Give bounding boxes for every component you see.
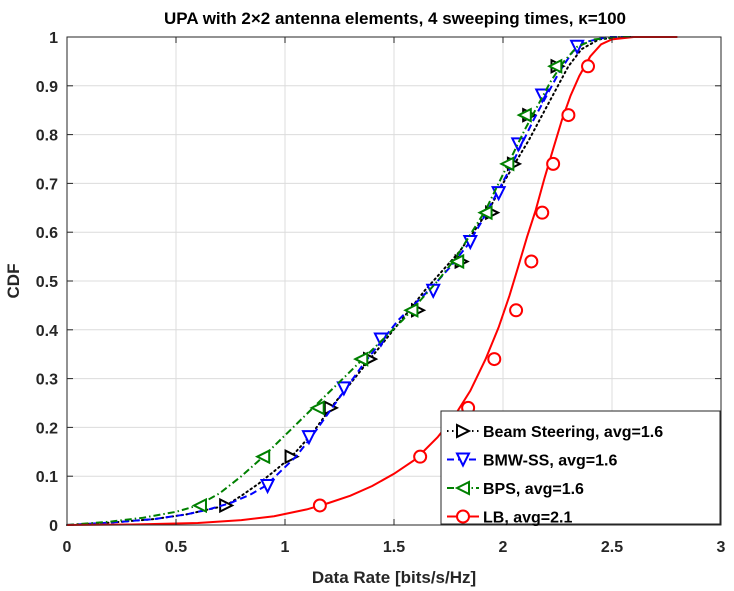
- y-tick-label: 0.8: [36, 128, 58, 145]
- series-line: [66, 36, 678, 526]
- series-marker: [403, 302, 419, 318]
- series-marker: [509, 303, 524, 318]
- series-marker: [561, 108, 576, 123]
- series-line: [66, 36, 634, 526]
- series-marker: [353, 351, 369, 367]
- y-tick-label: 0.1: [36, 469, 58, 486]
- legend-label: BPS, avg=1.6: [483, 481, 584, 498]
- y-tick-label: 0.4: [36, 323, 58, 340]
- series-marker: [309, 400, 325, 416]
- series-3: [66, 36, 645, 526]
- series-marker: [487, 352, 502, 367]
- ticks: 0 0.5 1 1.5 2 2.5 3 0 0.1 0.2 0.3 0.4 0.5 0.6 0.7 0.8 0.…: [36, 30, 726, 556]
- series-marker: [259, 478, 276, 495]
- legend-marker: [454, 480, 470, 496]
- legend-entry: BPS, avg=1.6: [447, 480, 584, 498]
- series-marker: [547, 58, 563, 74]
- x-tick-label: 1: [281, 539, 290, 556]
- series-marker: [477, 205, 493, 221]
- legend-entry: LB, avg=2.1: [447, 509, 572, 527]
- series-marker: [413, 449, 428, 464]
- series-marker: [524, 254, 539, 269]
- legend-label: Beam Steering, avg=1.6: [483, 424, 663, 441]
- series-marker: [191, 497, 207, 514]
- series-marker: [336, 381, 352, 397]
- x-tick-label: 3: [717, 539, 726, 556]
- y-tick-label: 0: [49, 518, 58, 535]
- y-axis-label: CDF: [4, 264, 23, 299]
- x-tick-label: 2.5: [601, 539, 623, 556]
- legend-marker: [456, 423, 472, 439]
- legend-marker: [456, 509, 470, 524]
- series-layer: [66, 36, 678, 526]
- chart-title: UPA with 2×2 antenna elements, 4 sweepin…: [164, 9, 626, 28]
- series-marker: [448, 253, 465, 270]
- legend-entry: BMW-SS, avg=1.6: [447, 452, 617, 470]
- legend-marker: [455, 452, 471, 468]
- series-marker: [301, 430, 317, 446]
- y-tick-label: 0.5: [36, 274, 58, 291]
- legend: Beam Steering, avg=1.6 BMW-SS, avg=1.6 BPS…: [440, 410, 721, 527]
- x-tick-label: 0: [63, 539, 72, 556]
- y-tick-label: 0.7: [36, 176, 58, 193]
- y-tick-label: 0.9: [36, 79, 58, 96]
- x-tick-label: 1.5: [383, 539, 405, 556]
- series-line: [66, 36, 645, 526]
- y-tick-label: 0.6: [36, 225, 58, 242]
- series-marker: [535, 205, 550, 220]
- series-marker: [516, 107, 532, 123]
- x-tick-label: 2: [499, 539, 508, 556]
- series-marker: [312, 498, 327, 513]
- series-marker: [581, 59, 596, 74]
- legend-entry: Beam Steering, avg=1.6: [447, 423, 663, 441]
- series-marker: [284, 449, 300, 465]
- series-marker: [499, 156, 515, 172]
- y-tick-label: 1: [49, 30, 58, 47]
- series-marker: [510, 137, 526, 153]
- x-axis-label: Data Rate [bits/s/Hz]: [312, 568, 476, 587]
- legend-label: LB, avg=2.1: [483, 510, 572, 527]
- series-marker: [254, 449, 271, 465]
- series-marker: [323, 400, 340, 416]
- y-tick-label: 0.3: [36, 372, 58, 389]
- legend-box: [440, 410, 721, 525]
- y-tick-label: 0.2: [36, 420, 58, 437]
- x-tick-label: 0.5: [165, 539, 187, 556]
- legend-label: BMW-SS, avg=1.6: [483, 453, 617, 470]
- series-marker: [534, 88, 550, 104]
- series-marker: [546, 156, 561, 171]
